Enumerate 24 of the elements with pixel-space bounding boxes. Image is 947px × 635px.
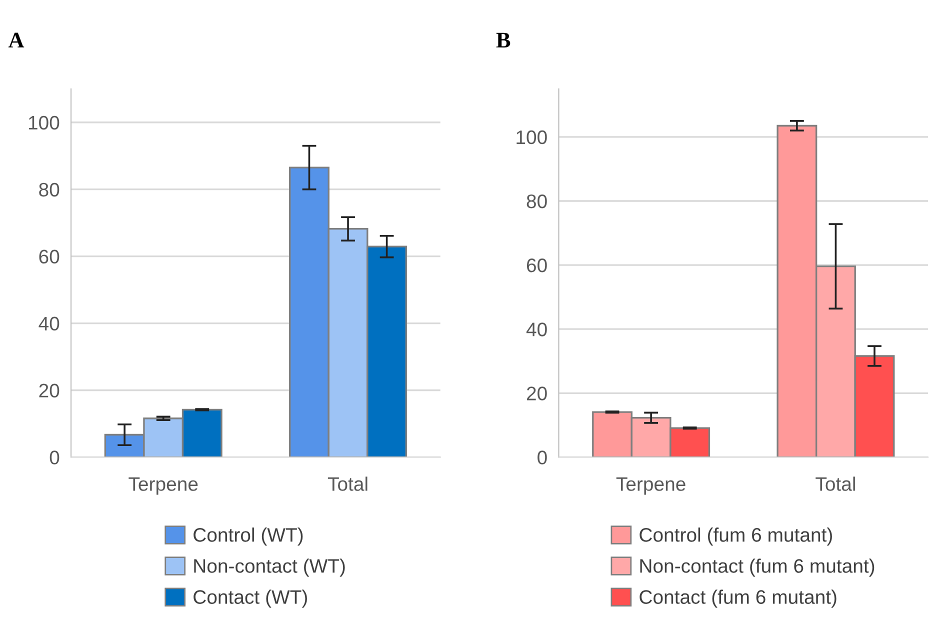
legend-label: Contact (WT) [194, 590, 307, 608]
legend-label: Contact (fum 6 mutant) [640, 590, 836, 608]
legend-label: Control (WT) [194, 528, 303, 546]
chart-title: B [496, 32, 510, 48]
x-tick-label: Terpene [128, 477, 198, 495]
y-tick-label: 40 [526, 322, 547, 336]
y-tick-label: 100 [516, 130, 547, 144]
x-tick-label: Terpene [616, 477, 686, 495]
chart-title: A [8, 32, 24, 48]
legend-label: Control (fum 6 mutant) [640, 528, 832, 546]
legend-label: Non-contact (fum 6 mutant) [640, 558, 874, 577]
y-tick-label: 60 [526, 258, 547, 272]
legend-label: Non-contact (WT) [194, 558, 345, 577]
x-tick-label: Total [328, 476, 368, 491]
y-tick-label: 20 [39, 384, 60, 398]
y-tick-label: 80 [39, 182, 60, 197]
y-tick-label: 0 [538, 450, 547, 464]
y-tick-label: 0 [50, 450, 60, 464]
y-tick-label: 60 [39, 250, 60, 264]
y-tick-label: 100 [28, 116, 60, 130]
y-tick-label: 80 [526, 194, 547, 208]
x-tick-label: Total [816, 476, 855, 491]
y-tick-label: 20 [526, 386, 547, 400]
y-tick-label: 40 [38, 316, 60, 331]
